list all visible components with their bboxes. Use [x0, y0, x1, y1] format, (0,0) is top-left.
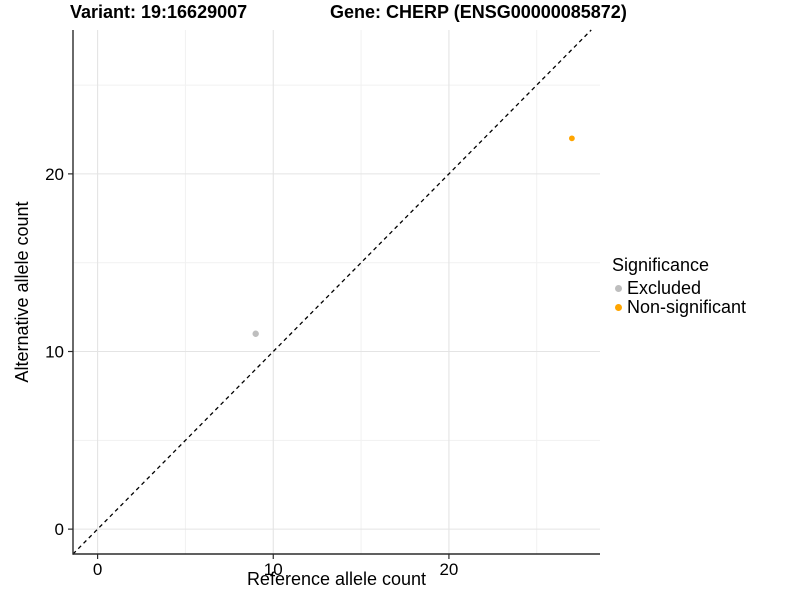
x-tick-label: 0 [93, 560, 102, 579]
y-tick-label: 20 [45, 165, 64, 184]
axis-lines [72, 30, 600, 555]
x-tick-label: 20 [439, 560, 458, 579]
legend-item-non-significant: Non-significant [612, 297, 747, 317]
y-axis-title: Alternative allele count [12, 201, 32, 383]
legend-item-excluded: Excluded [612, 278, 746, 298]
plot-title-gene: Gene: CHERP (ENSG00000085872) [330, 2, 627, 22]
x-axis-title: Reference allele count [246, 569, 427, 589]
legend-label-excluded: Excluded [627, 278, 702, 298]
series-non-significant [568, 135, 575, 142]
legend-title: Significance [612, 255, 710, 275]
x-tick-label: 10 [264, 560, 283, 579]
identity-reference-line [72, 29, 592, 555]
excluded-swatch-icon [615, 285, 622, 292]
grid-major [73, 30, 600, 554]
series-excluded [252, 330, 259, 337]
data-point [252, 330, 259, 337]
axis-ticks-and-labels: 0 10 20 0 10 20 [45, 165, 458, 579]
legend: Significance Excluded Non-significant [612, 255, 746, 317]
grid-minor [73, 30, 600, 554]
plot-title-variant: Variant: 19:16629007 [70, 2, 248, 22]
y-tick-label: 0 [55, 520, 64, 539]
legend-label-non-significant: Non-significant [627, 297, 747, 317]
non-significant-swatch-icon [615, 304, 622, 311]
y-tick-label: 10 [45, 343, 64, 362]
data-point [568, 135, 575, 142]
